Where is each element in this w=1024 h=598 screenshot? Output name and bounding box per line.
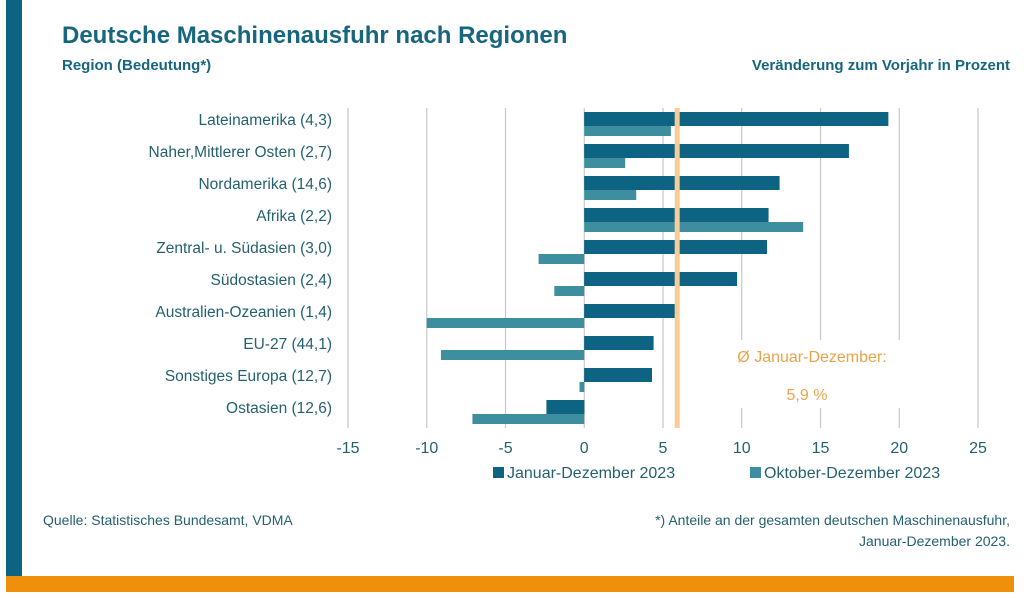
category-labels: Lateinamerika (4,3) Naher,Mittlerer Osten… (149, 112, 332, 417)
bar-oct-dec (584, 190, 637, 200)
x-tick-label: 0 (580, 440, 589, 457)
legend: Januar-Dezember 2023 Oktober-Dezember 202… (493, 465, 940, 482)
category-label: Nordamerika (14,6) (198, 176, 332, 193)
bar-oct-dec (554, 286, 585, 296)
bar-jan-dec-overlay (584, 368, 652, 382)
bar-oct-dec (584, 126, 671, 136)
x-tick-label: -10 (415, 440, 438, 457)
x-tick-label: 10 (733, 440, 751, 457)
bar-jan-dec-overlay (546, 400, 585, 414)
bar-oct-dec (584, 222, 804, 232)
bottom-accent-bar (6, 576, 1014, 592)
bar-jan-dec-overlay (584, 112, 889, 126)
x-tick-label: -5 (498, 440, 512, 457)
bar-jan-dec-overlay (584, 304, 676, 318)
x-tick-labels: -15 -10 -5 0 5 10 15 20 25 (336, 440, 987, 457)
bar-jan-dec-overlay (584, 272, 738, 286)
bar-oct-dec (426, 318, 585, 328)
bar-oct-dec (440, 350, 585, 360)
x-tick-label: 5 (659, 440, 668, 457)
x-tick-label: 25 (969, 440, 987, 457)
legend-swatch (750, 467, 761, 478)
footnote-line-1: *) Anteile an der gesamten deutschen Mas… (655, 512, 1010, 528)
bar-jan-dec-overlay (584, 144, 849, 158)
footnote: *) Anteile an der gesamten deutschen Mas… (655, 510, 1010, 552)
average-label-bg (715, 340, 905, 408)
chart-title: Deutsche Maschinenausfuhr nach Regionen (62, 22, 568, 49)
bar-oct-dec (538, 254, 585, 264)
category-label: Zentral- u. Südasien (3,0) (156, 240, 332, 257)
bar-oct-dec (579, 382, 585, 392)
bar-jan-dec-overlay (584, 336, 654, 350)
category-label: Lateinamerika (4,3) (198, 112, 332, 129)
legend-swatch (493, 467, 504, 478)
source-note: Quelle: Statistisches Bundesamt, VDMA (43, 512, 293, 528)
category-label: Australien-Ozeanien (1,4) (155, 304, 332, 321)
category-label: Südostasien (2,4) (211, 272, 333, 289)
bar-oct-dec (472, 414, 585, 424)
category-label: EU-27 (44,1) (243, 336, 332, 353)
legend-label: Januar-Dezember 2023 (507, 465, 675, 482)
category-label: Ostasien (12,6) (226, 400, 332, 417)
x-axis-title: Veränderung zum Vorjahr in Prozent (751, 57, 1010, 74)
bar-oct-dec (584, 158, 626, 168)
x-tick-label: 20 (890, 440, 908, 457)
legend-label: Oktober-Dezember 2023 (764, 465, 940, 482)
x-tick-label: 15 (812, 440, 830, 457)
category-label: Afrika (2,2) (256, 208, 332, 225)
bar-jan-dec-overlay (584, 176, 780, 190)
average-reference: Ø Januar-Dezember: 5,9 % (674, 108, 905, 428)
footnote-line-2: Januar-Dezember 2023. (859, 533, 1010, 549)
average-label: Ø Januar-Dezember: (737, 349, 886, 366)
category-label: Naher,Mittlerer Osten (2,7) (149, 144, 332, 161)
y-axis-title: Region (Bedeutung*) (62, 57, 212, 74)
x-tick-label: -15 (336, 440, 359, 457)
category-label: Sonstiges Europa (12,7) (165, 368, 332, 385)
average-line (674, 108, 680, 428)
average-value: 5,9 % (787, 387, 828, 404)
bars (426, 112, 889, 424)
left-accent-bar (6, 0, 22, 576)
